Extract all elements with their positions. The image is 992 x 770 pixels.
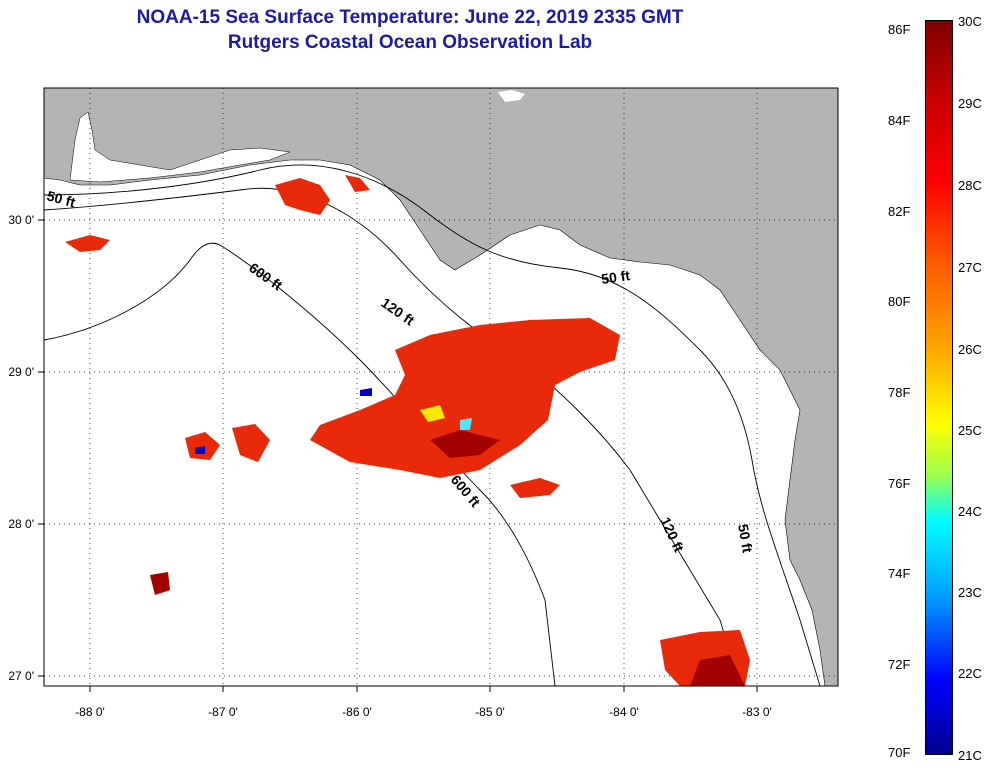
c-label: 21C — [958, 748, 982, 763]
contour-label: 50 ft — [45, 187, 77, 210]
f-label: 82F — [888, 204, 911, 219]
sst-patch-central-hot — [430, 430, 500, 458]
lat-tick-label: 30 0' — [8, 213, 34, 227]
lon-tick-label: -88 0' — [75, 705, 105, 719]
c-label: 27C — [958, 260, 982, 275]
sst-patch-central — [310, 318, 620, 478]
sst-patch-cool — [420, 405, 445, 422]
sst-patch-south-hot — [690, 655, 745, 686]
temperature-colorbar — [925, 20, 953, 755]
contour-label: 50 ft — [600, 267, 631, 287]
lon-tick-label: -83 0' — [742, 705, 772, 719]
sst-patch-cold — [360, 388, 372, 396]
f-label: 78F — [888, 385, 911, 400]
sst-patch-coast — [345, 175, 370, 192]
lon-tick-label: -87 0' — [208, 705, 238, 719]
sst-patches — [65, 175, 750, 686]
bay-cutout — [69, 111, 291, 183]
f-label: 86F — [888, 22, 911, 37]
contour-600ft — [43, 242, 556, 687]
sst-patch-cool-2 — [460, 418, 472, 430]
sst-patch-southwest — [150, 572, 170, 595]
f-label: 70F — [888, 745, 911, 760]
lon-tick-label: -85 0' — [475, 705, 505, 719]
c-label: 24C — [958, 504, 982, 519]
c-label: 22C — [958, 666, 982, 681]
map-title: NOAA-15 Sea Surface Temperature: June 22… — [136, 7, 684, 28]
land-mass — [43, 87, 839, 687]
lon-tick-label: -86 0' — [342, 705, 372, 719]
c-label: 29C — [958, 96, 982, 111]
c-label: 26C — [958, 342, 982, 357]
lake-cutout — [498, 90, 525, 102]
lon-tick-label: -84 0' — [609, 705, 639, 719]
c-label: 28C — [958, 178, 982, 193]
sst-patch-west — [65, 235, 110, 252]
tick-marks — [38, 219, 758, 692]
c-label: 25C — [958, 423, 982, 438]
lat-tick-label: 29 0' — [8, 365, 34, 379]
contour-label: 50 ft — [735, 523, 756, 554]
f-label: 74F — [888, 566, 911, 581]
f-label: 80F — [888, 294, 911, 309]
sst-patch-mid-west — [185, 432, 220, 460]
contour-50ft — [43, 164, 821, 687]
lat-tick-label: 27 0' — [8, 669, 34, 683]
f-label: 76F — [888, 476, 911, 491]
bathymetry-contours — [43, 164, 821, 687]
contour-120ft — [43, 187, 741, 687]
f-label: 72F — [888, 657, 911, 672]
sst-patch-south-east — [510, 478, 560, 498]
lat-tick-label: 28 0' — [8, 517, 34, 531]
sst-patch-north — [275, 178, 330, 215]
f-label: 84F — [888, 113, 911, 128]
map-frame — [43, 87, 839, 687]
c-label: 30C — [958, 14, 982, 29]
sst-patch-mid-west-2 — [232, 424, 270, 462]
map-subtitle: Rutgers Coastal Ocean Observation Lab — [227, 32, 593, 53]
c-label: 23C — [958, 585, 982, 600]
sst-patch-cold-2 — [195, 446, 205, 454]
